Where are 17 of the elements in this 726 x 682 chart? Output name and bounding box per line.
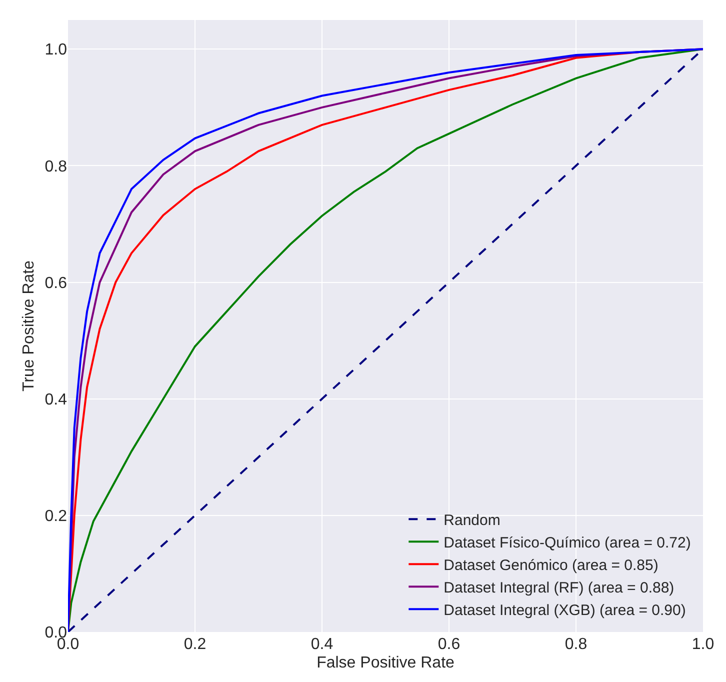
y-axis-title: True Positive Rate (20, 260, 38, 392)
x-tick-label: 0.8 (564, 636, 588, 653)
legend-label: Random (444, 512, 500, 529)
legend-label: Dataset Físico-Químico (area = 0.72) (444, 534, 691, 552)
x-tick-label: 0.6 (438, 636, 460, 653)
legend-label: Dataset Integral (RF) (area = 0.88) (444, 579, 674, 596)
x-axis-title: False Positive Rate (316, 654, 455, 672)
x-tick-label: 0.2 (184, 636, 206, 653)
y-tick-label: 0.4 (44, 391, 68, 408)
y-tick-label: 1.0 (44, 42, 68, 59)
x-tick-label: 1.0 (692, 636, 714, 653)
legend-label: Dataset Genómico (area = 0.85) (444, 556, 658, 574)
y-tick-label: 0.6 (44, 274, 68, 292)
y-tick-label: 0.2 (44, 508, 68, 526)
legend-label: Dataset Integral (XGB) (area = 0.90) (444, 602, 686, 619)
x-tick-label: 0.4 (310, 636, 334, 653)
y-tick-label: 0.8 (44, 158, 68, 176)
